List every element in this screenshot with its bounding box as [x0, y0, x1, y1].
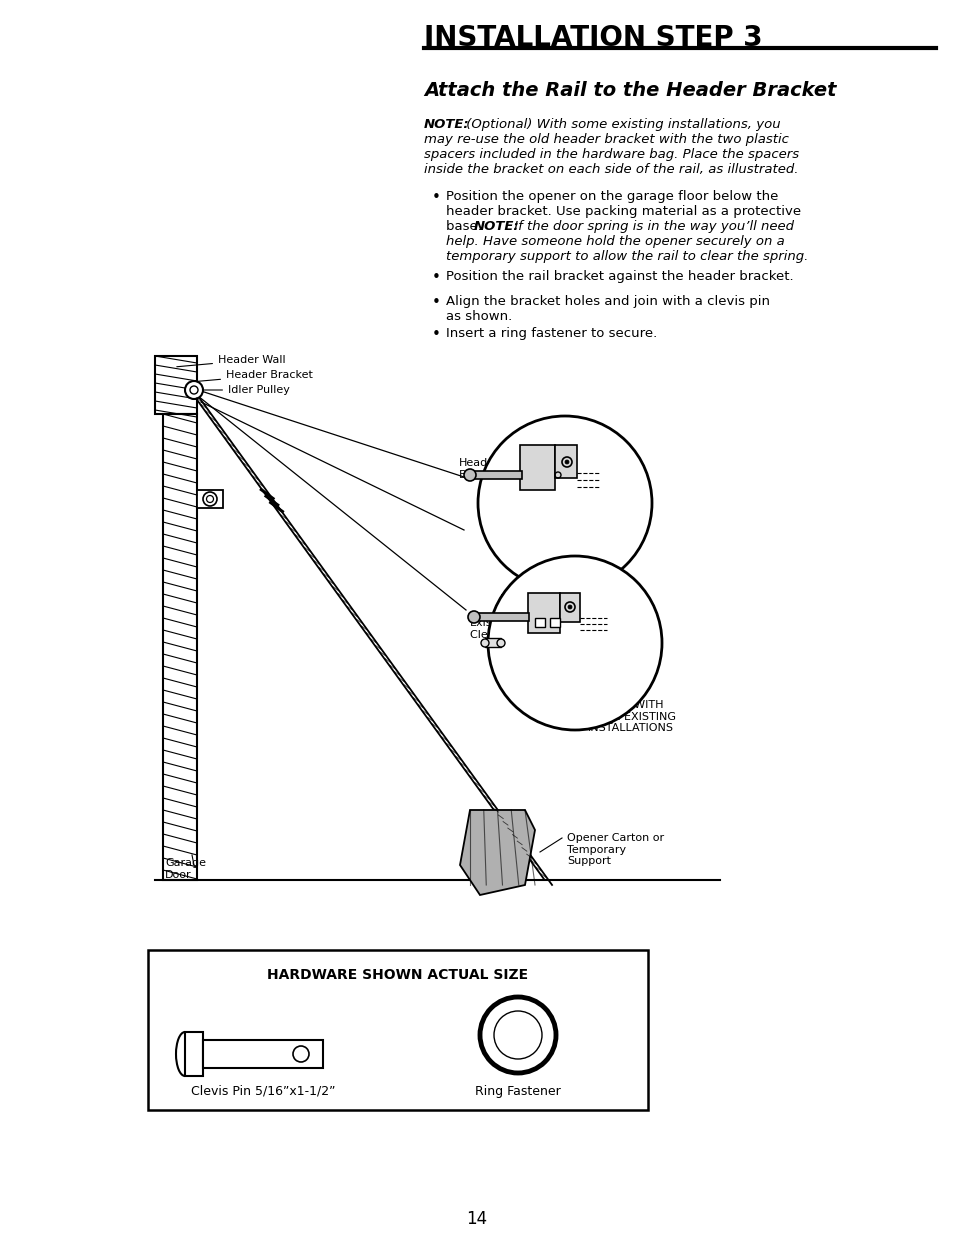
- Bar: [185, 1032, 203, 1076]
- Text: Mounting
Hole: Mounting Hole: [530, 659, 581, 682]
- Text: Spacer: Spacer: [497, 651, 535, 661]
- Circle shape: [479, 997, 556, 1073]
- Text: If the door spring is in the way you’ll need: If the door spring is in the way you’ll …: [510, 220, 793, 233]
- Circle shape: [567, 605, 572, 609]
- Bar: [535, 618, 544, 627]
- Text: Insert a ring fastener to secure.: Insert a ring fastener to secure.: [446, 327, 657, 340]
- Text: header bracket. Use packing material as a protective: header bracket. Use packing material as …: [446, 205, 801, 219]
- Bar: [203, 1040, 323, 1068]
- Bar: [555, 445, 577, 478]
- Text: Existing
Header Bracket: Existing Header Bracket: [499, 594, 586, 615]
- Text: Attach the Rail to the Header Bracket: Attach the Rail to the Header Bracket: [423, 82, 836, 100]
- Text: •: •: [432, 270, 440, 285]
- Circle shape: [203, 492, 216, 506]
- Text: Header Wall: Header Wall: [176, 354, 285, 367]
- Circle shape: [463, 469, 476, 480]
- Text: INSTALLATION STEP 3: INSTALLATION STEP 3: [423, 23, 761, 52]
- Text: Position the rail bracket against the header bracket.: Position the rail bracket against the he…: [446, 270, 793, 283]
- Text: OPTION WITH
SOME EXISTING
INSTALLATIONS: OPTION WITH SOME EXISTING INSTALLATIONS: [587, 700, 676, 734]
- Circle shape: [293, 1046, 309, 1062]
- Circle shape: [497, 638, 504, 647]
- Text: Mounting
Hole: Mounting Hole: [497, 527, 549, 548]
- Bar: [484, 638, 500, 647]
- Text: may re-use the old header bracket with the two plastic: may re-use the old header bracket with t…: [423, 133, 788, 146]
- Text: Clevis Pin 5/16”x1-1/2”: Clevis Pin 5/16”x1-1/2”: [191, 1086, 335, 1098]
- Bar: [148, 950, 647, 1110]
- Bar: [154, 356, 196, 414]
- Text: •: •: [432, 190, 440, 205]
- Text: base.: base.: [446, 220, 486, 233]
- Bar: [559, 593, 579, 622]
- Text: as shown.: as shown.: [446, 310, 512, 324]
- Bar: [550, 618, 559, 627]
- Text: Position the opener on the garage floor below the: Position the opener on the garage floor …: [446, 190, 778, 203]
- Text: Ring Fastener: Ring Fastener: [475, 1086, 560, 1098]
- Bar: [470, 471, 521, 479]
- Text: Header
Bracket: Header Bracket: [458, 458, 501, 479]
- Text: temporary support to allow the rail to clear the spring.: temporary support to allow the rail to c…: [446, 249, 807, 263]
- Text: help. Have someone hold the opener securely on a: help. Have someone hold the opener secur…: [446, 235, 784, 248]
- Bar: [527, 593, 559, 634]
- Text: •: •: [432, 327, 440, 342]
- Text: HARDWARE SHOWN ACTUAL SIZE: HARDWARE SHOWN ACTUAL SIZE: [267, 968, 528, 982]
- Polygon shape: [459, 810, 535, 895]
- Circle shape: [477, 416, 651, 590]
- Bar: [519, 445, 555, 490]
- Text: Header Bracket: Header Bracket: [193, 370, 313, 382]
- Text: Idler Pulley: Idler Pulley: [196, 385, 290, 395]
- Circle shape: [494, 1011, 541, 1058]
- Text: (Optional) With some existing installations, you: (Optional) With some existing installati…: [461, 119, 780, 131]
- Circle shape: [468, 611, 479, 622]
- Text: inside the bracket on each side of the rail, as illustrated.: inside the bracket on each side of the r…: [423, 163, 798, 177]
- Text: spacers included in the hardware bag. Place the spacers: spacers included in the hardware bag. Pl…: [423, 148, 799, 161]
- Circle shape: [185, 382, 203, 399]
- Text: Align the bracket holes and join with a clevis pin: Align the bracket holes and join with a …: [446, 295, 769, 308]
- Text: Existing
Clevis Pin: Existing Clevis Pin: [470, 618, 523, 640]
- Text: Garage
Door: Garage Door: [165, 858, 206, 879]
- Text: •: •: [432, 295, 440, 310]
- Circle shape: [488, 556, 661, 730]
- Text: NOTE:: NOTE:: [474, 220, 519, 233]
- Text: Opener Carton or
Temporary
Support: Opener Carton or Temporary Support: [566, 832, 663, 866]
- Text: 14: 14: [466, 1210, 487, 1228]
- Text: NOTE:: NOTE:: [423, 119, 469, 131]
- Bar: [163, 414, 196, 881]
- Bar: [196, 490, 223, 508]
- Bar: [474, 613, 529, 621]
- Circle shape: [480, 638, 489, 647]
- Circle shape: [564, 459, 568, 464]
